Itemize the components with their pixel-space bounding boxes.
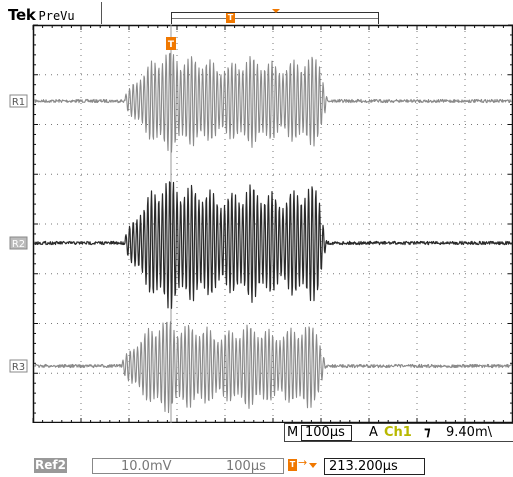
channel-label-box — [9, 359, 28, 373]
channel-label-r1[interactable]: R1 — [9, 94, 28, 108]
reference-badge[interactable]: Ref2 — [34, 458, 67, 473]
record-line — [172, 18, 378, 19]
channel-label-text: R3 — [12, 362, 25, 373]
reference-scale-box: 10.0mV 100µs — [92, 458, 284, 474]
arrow-right-icon: → — [298, 456, 308, 469]
acquisition-mode: PreVu — [38, 9, 75, 23]
waveform-display[interactable]: T R1 R2 R3 — [0, 22, 513, 423]
timebase-value[interactable]: 100µs — [301, 425, 352, 441]
brand: Tek PreVu — [8, 6, 75, 24]
trigger-slope-icon: ⁊ — [424, 425, 431, 440]
timebase-prefix: M — [287, 425, 299, 440]
status-bar-timebase: M 100µs A Ch1 ⁊ 9.40m\ — [284, 423, 513, 442]
record-view-bar[interactable]: T — [171, 9, 379, 24]
waveform-trace-r3 — [34, 321, 513, 414]
channel-label-box — [9, 94, 28, 108]
expansion-point-icon — [309, 463, 317, 468]
trigger-marker-glyph: T — [168, 40, 175, 50]
brand-logo: Tek — [8, 6, 36, 24]
record-trigger-icon: T — [226, 13, 235, 23]
header-divider — [101, 2, 102, 24]
reference-volts-per-div: 10.0mV — [121, 459, 172, 474]
status-bar-reference: Ref2 10.0mV 100µs T → 213.200µs — [0, 455, 513, 475]
trigger-position-icon: T — [288, 459, 297, 471]
channel-label-r2[interactable]: R2 — [9, 236, 28, 250]
trigger-marker-icon — [166, 37, 176, 50]
waveform-trace-r1 — [34, 52, 513, 153]
waveform-trace-r2 — [34, 181, 513, 309]
channel-label-text: R2 — [12, 239, 25, 250]
horizontal-position-value[interactable]: 213.200µs — [324, 458, 425, 475]
expansion-point-icon — [272, 9, 280, 13]
channel-label-r3[interactable]: R3 — [9, 359, 28, 373]
channel-label-text: R1 — [12, 97, 25, 108]
channel-label-box — [9, 236, 28, 250]
trigger-level[interactable]: 9.40m\ — [446, 425, 492, 440]
reference-time-per-div: 100µs — [226, 459, 266, 474]
trigger-prefix: A — [369, 425, 378, 440]
trigger-source[interactable]: Ch1 — [384, 425, 412, 440]
